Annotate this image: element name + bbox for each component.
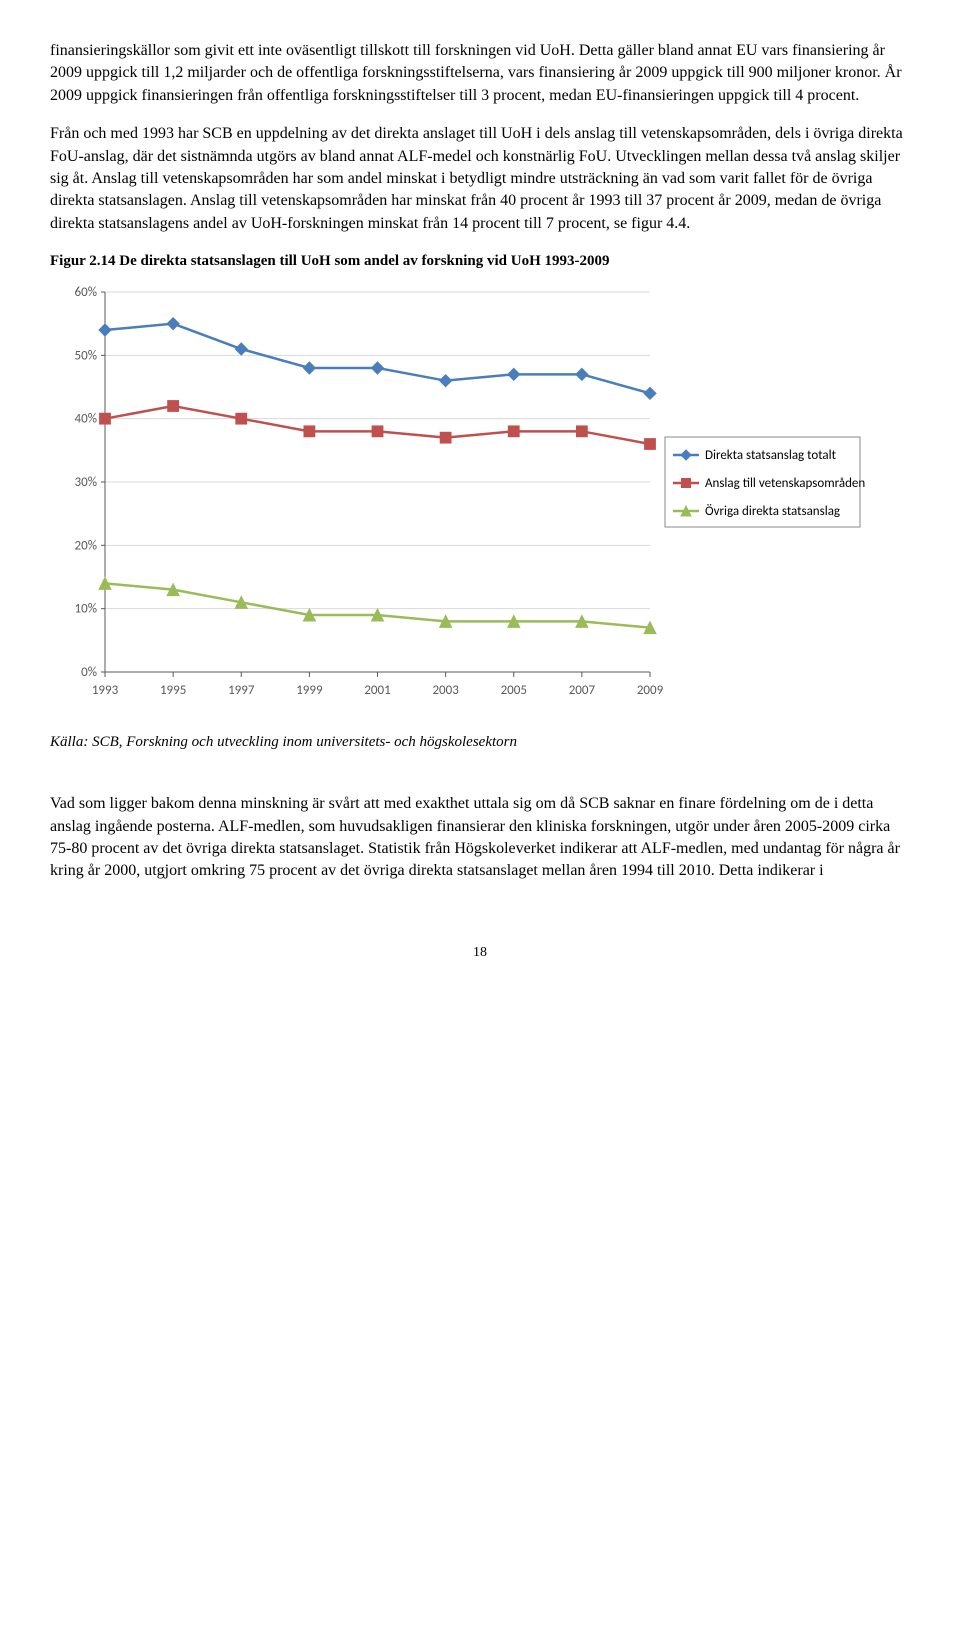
paragraph-3: Vad som ligger bakom denna minskning är …: [50, 793, 910, 883]
svg-text:50%: 50%: [75, 348, 97, 363]
svg-text:30%: 30%: [75, 475, 97, 490]
svg-text:Övriga direkta statsanslag: Övriga direkta statsanslag: [705, 504, 840, 519]
source-line: Källa: SCB, Forskning och utveckling ino…: [50, 732, 910, 753]
svg-text:2001: 2001: [364, 683, 390, 698]
svg-text:10%: 10%: [75, 602, 97, 617]
svg-text:20%: 20%: [75, 538, 97, 553]
svg-text:2005: 2005: [501, 683, 527, 698]
svg-text:1997: 1997: [228, 683, 255, 698]
svg-text:60%: 60%: [75, 285, 97, 300]
paragraph-1: finansieringskällor som givit ett inte o…: [50, 40, 910, 107]
svg-text:0%: 0%: [81, 665, 97, 680]
svg-text:2003: 2003: [432, 683, 459, 698]
svg-text:2007: 2007: [569, 683, 596, 698]
svg-text:1995: 1995: [160, 683, 186, 698]
svg-text:Direkta statsanslag totalt: Direkta statsanslag totalt: [705, 448, 837, 463]
figure-title: Figur 2.14 De direkta statsanslagen till…: [50, 251, 910, 272]
svg-text:1993: 1993: [92, 683, 119, 698]
line-chart: 0% 10% 20% 30% 40% 50% 60% 1993 1995 1997 1999 2001…: [50, 282, 870, 712]
paragraph-2: Från och med 1993 har SCB en uppdelning …: [50, 123, 910, 235]
svg-text:2009: 2009: [637, 683, 664, 698]
svg-text:1999: 1999: [296, 683, 323, 698]
svg-text:40%: 40%: [75, 412, 97, 427]
page-number: 18: [50, 943, 910, 963]
svg-text:Anslag till vetenskapsområden: Anslag till vetenskapsområden: [705, 476, 865, 491]
